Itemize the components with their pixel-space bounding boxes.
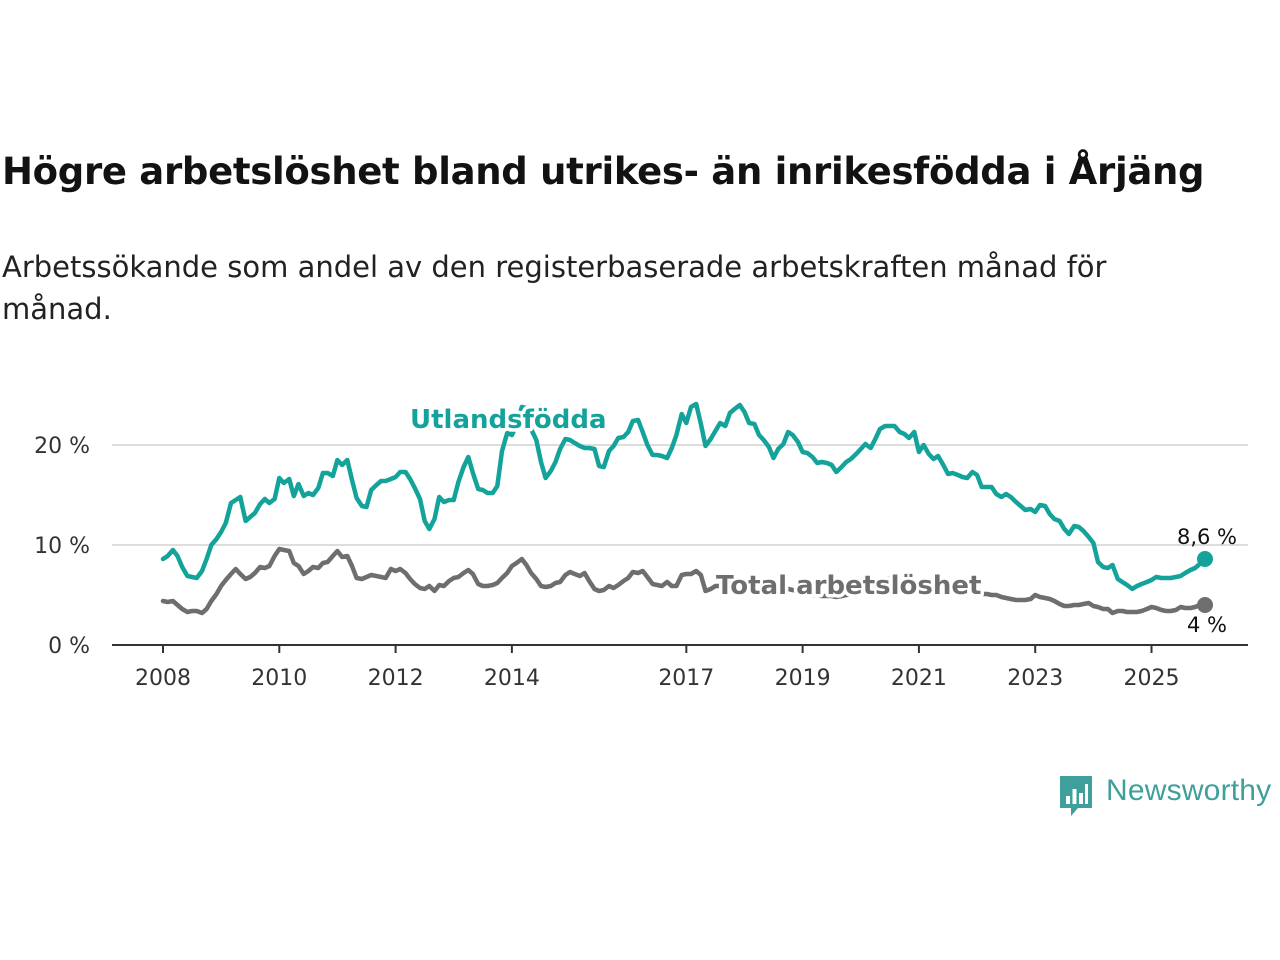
- x-tick-label: 2023: [1007, 666, 1063, 691]
- brand-name: Newsworthy: [1106, 774, 1272, 807]
- x-tick-label: 2019: [775, 666, 831, 691]
- line-chart: 0 % 10 % 20 % 2008 2010 2012 2014 2017 2019 2021…: [34, 401, 1248, 691]
- end-marker-total: [1197, 597, 1213, 613]
- end-marker-foreign-born: [1197, 551, 1213, 567]
- chart-subtitle: Arbetssökande som andel av den registerb…: [2, 250, 1107, 326]
- y-axis-ticks: 0 % 10 % 20 %: [34, 434, 90, 659]
- chart-title: Högre arbetslöshet bland utrikes- än inr…: [2, 150, 1205, 193]
- x-tick-label: 2025: [1124, 666, 1180, 691]
- newsworthy-logo-icon: [1060, 776, 1092, 816]
- series-labels: 8,6 % 4 % Utlandsfödda Total arbetslöshet: [407, 402, 1238, 638]
- y-tick-label: 0 %: [48, 634, 90, 659]
- x-axis-ticks: 2008 2010 2012 2014 2017 2019 2021 2023 2025: [135, 645, 1180, 691]
- series-label-total: Total arbetslöshet: [716, 571, 981, 601]
- end-value-label: 8,6 %: [1177, 525, 1237, 549]
- series-lines: [160, 401, 1213, 616]
- x-tick-label: 2010: [251, 666, 307, 691]
- x-tick-label: 2014: [484, 666, 540, 691]
- newsworthy-brand[interactable]: Newsworthy: [1058, 772, 1280, 818]
- x-tick-label: 2017: [658, 666, 714, 691]
- x-tick-label: 2021: [891, 666, 947, 691]
- end-value-label: 4 %: [1187, 613, 1227, 637]
- series-line-total: [160, 546, 1208, 616]
- series-label-foreign-born: Utlandsfödda: [410, 405, 607, 435]
- x-tick-label: 2012: [368, 666, 424, 691]
- gridlines: [112, 444, 1248, 546]
- x-tick-label: 2008: [135, 666, 191, 691]
- y-tick-label: 10 %: [34, 534, 90, 559]
- series-line-foreign-born: [160, 401, 1208, 592]
- y-tick-label: 20 %: [34, 434, 90, 459]
